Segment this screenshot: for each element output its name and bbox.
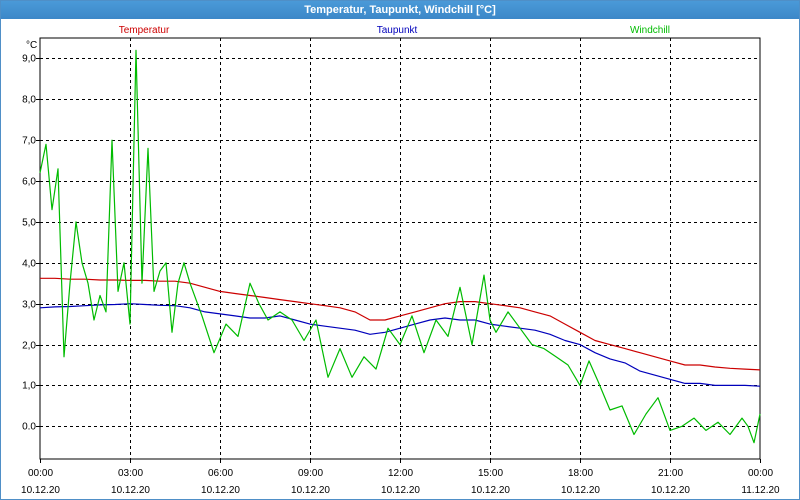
y-tick-label: 8,0 [22,95,36,106]
x-tick-label-time: 21:00 [658,468,683,479]
x-tick-label-date: 10.12.20 [201,485,240,496]
x-tick-label-date: 10.12.20 [291,485,330,496]
series-line-taupunkt [39,303,761,387]
y-tick-label: 3,0 [22,300,36,311]
x-tick-label-time: 00:00 [748,468,773,479]
x-tick-label-date: 10.12.20 [471,485,510,496]
y-tick-label: 6,0 [22,177,36,188]
window-title: Temperatur, Taupunkt, Windchill [°C] [1,1,799,19]
x-tick-label-date: 11.12.20 [741,485,780,496]
series-line-temperatur [40,277,761,371]
y-tick-label: 9,0 [22,54,36,65]
y-tick-label: 4,0 [22,259,36,270]
legend-entry-windchill: Windchill [630,25,670,36]
x-tick-label-time: 15:00 [478,468,503,479]
x-tick-label-time: 06:00 [208,468,233,479]
y-tick-label: 1,0 [22,381,36,392]
x-tick-label-date: 10.12.20 [111,485,150,496]
series-line-windchill [39,49,761,444]
y-tick-label: 0.0 [22,422,36,433]
x-tick-label-date: 10.12.20 [21,485,60,496]
x-tick-label-date: 10.12.20 [651,485,690,496]
x-tick-label-date: 10.12.20 [381,485,420,496]
x-tick-label-time: 09:00 [298,468,323,479]
legend-entry-temperatur: Temperatur [119,25,170,36]
y-axis-label: °C [26,40,37,51]
x-tick-label-time: 00:00 [28,468,53,479]
x-tick-label-time: 12:00 [388,468,413,479]
y-tick-label: 2,0 [22,341,36,352]
legend-entry-taupunkt: Taupunkt [377,25,418,36]
y-tick-label: 5,0 [22,218,36,229]
y-tick-label: 7,0 [22,136,36,147]
x-tick-label-date: 10.12.20 [561,485,600,496]
x-tick-label-time: 03:00 [118,468,143,479]
x-tick-label-time: 18:00 [568,468,593,479]
